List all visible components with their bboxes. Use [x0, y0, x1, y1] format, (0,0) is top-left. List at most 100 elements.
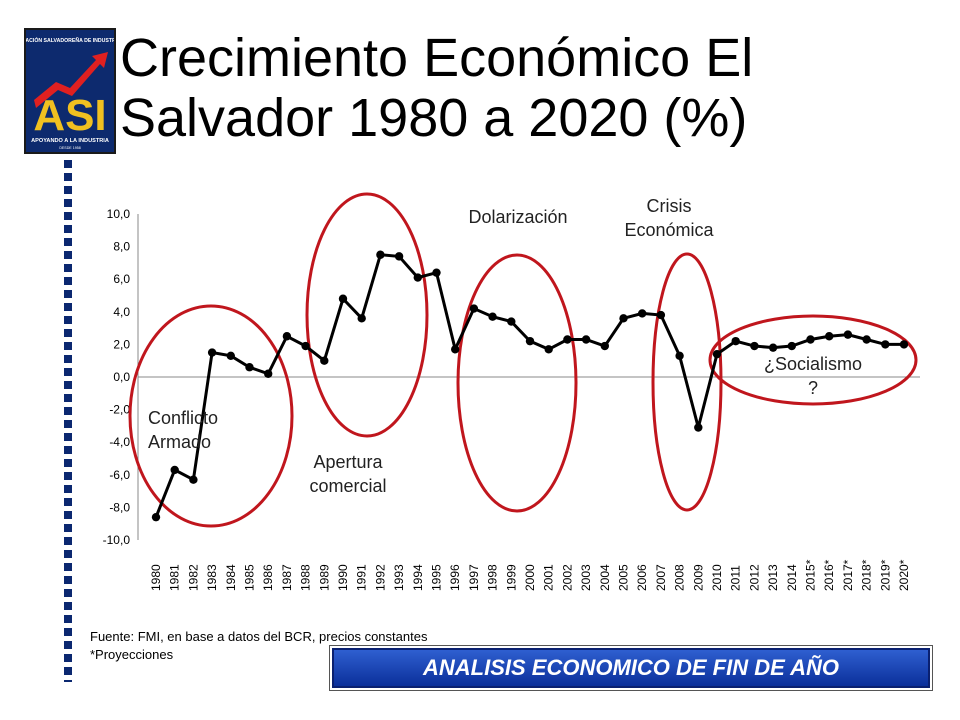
data-point — [226, 351, 235, 361]
x-tick-label: 2017* — [841, 559, 855, 591]
data-point — [394, 252, 404, 261]
y-tick-label: 10,0 — [107, 207, 131, 221]
x-tick-label: 1983 — [205, 564, 219, 591]
y-tick-label: 8,0 — [113, 240, 130, 254]
x-tick-label: 1980 — [149, 564, 163, 591]
x-tick-label: 1991 — [355, 564, 369, 591]
y-tick-label: -2,0 — [109, 403, 130, 417]
data-point — [712, 349, 722, 359]
x-tick-label: 2016* — [822, 559, 836, 591]
data-point — [282, 332, 292, 341]
annotation-line: comercial — [309, 476, 386, 496]
x-tick-label: 1993 — [392, 564, 406, 591]
x-tick-label: 2007 — [654, 564, 668, 591]
y-tick-label: -10,0 — [103, 533, 131, 547]
data-point — [432, 268, 441, 277]
asi-logo-graphic: ASOCIACIÓN SALVADOREÑA DE INDUSTRIALES A… — [26, 30, 114, 152]
logo-tagline: APOYANDO A LA INDUSTRIA — [31, 138, 109, 144]
x-tick-label: 2005 — [617, 564, 631, 591]
x-tick-label: 1996 — [448, 564, 462, 591]
x-tick-label: 2018* — [860, 559, 874, 591]
x-tick-label: 2014 — [785, 564, 799, 591]
data-point — [301, 341, 310, 351]
y-tick-label: -8,0 — [109, 500, 130, 514]
x-tick-label: 2015* — [804, 559, 818, 591]
data-point — [357, 314, 366, 323]
growth-series — [151, 250, 909, 522]
x-tick-label: 2001 — [542, 564, 556, 591]
annotation-ellipse — [305, 192, 429, 438]
data-point — [320, 356, 329, 365]
data-point — [338, 294, 348, 303]
data-point — [825, 332, 834, 341]
x-tick-label: 2003 — [579, 564, 593, 591]
annotation-line: Crisis — [647, 196, 692, 216]
data-point — [563, 335, 572, 344]
data-point — [768, 343, 778, 352]
y-tick-label: -6,0 — [109, 468, 130, 482]
data-point — [376, 250, 385, 259]
data-point — [675, 351, 684, 361]
data-point — [656, 310, 666, 320]
annotation-line: ? — [808, 378, 818, 398]
annotation-ellipse — [708, 314, 918, 406]
page-title: Crecimiento Económico El Salvador 1980 a… — [120, 28, 754, 148]
x-tick-label: 1998 — [486, 564, 500, 591]
x-tick-label: 2011 — [729, 565, 743, 591]
x-tick-label: 1999 — [504, 564, 518, 591]
x-tick-label: 2004 — [598, 564, 612, 591]
annotation-label: Conflicto Armado — [148, 408, 218, 452]
logo-org-text: ASOCIACIÓN SALVADOREÑA DE INDUSTRIALES — [26, 36, 114, 44]
data-point — [881, 340, 890, 349]
annotation-ellipse — [456, 253, 578, 513]
footnote: Fuente: FMI, en base a datos del BCR, pr… — [90, 628, 427, 664]
decorative-dotted-line — [64, 160, 72, 682]
data-point — [245, 363, 254, 372]
data-point — [544, 345, 553, 354]
x-tick-label: 1995 — [430, 564, 444, 591]
annotation-label: Apertura comercial — [309, 452, 386, 496]
x-tick-label: 1984 — [224, 564, 238, 591]
data-point — [787, 341, 796, 351]
x-tick-label: 1985 — [243, 564, 257, 591]
data-point — [264, 369, 273, 378]
x-tick-label: 2019* — [878, 559, 892, 591]
annotation-label: Crisis Económica — [624, 196, 714, 240]
y-tick-label: 6,0 — [113, 272, 130, 286]
data-point — [525, 336, 535, 346]
x-axis: 1980 1981 1982 1983 1984 1985 1986 1987 1988 1989… — [138, 376, 920, 591]
data-point — [638, 309, 647, 318]
y-tick-label: 4,0 — [113, 305, 130, 319]
data-point — [731, 336, 740, 346]
logo-acronym: ASI — [33, 91, 106, 140]
x-tick-label: 1992 — [373, 564, 387, 591]
data-point — [862, 335, 871, 344]
source-note: Fuente: FMI, en base a datos del BCR, pr… — [90, 629, 428, 644]
data-point — [469, 304, 479, 313]
annotation-line: Conflicto — [148, 408, 218, 428]
x-tick-label: 1988 — [299, 564, 313, 591]
x-tick-label: 1997 — [467, 564, 481, 591]
data-point — [507, 317, 516, 326]
annotation-line: Apertura — [313, 452, 383, 472]
data-point — [899, 340, 909, 349]
x-tick-label: 1986 — [261, 564, 275, 591]
x-tick-label: 2020* — [897, 559, 911, 591]
x-tick-label: 1994 — [411, 564, 425, 591]
annotation-ellipses — [128, 192, 918, 528]
data-point — [581, 335, 591, 344]
annotation-label: ¿Socialismo? — [764, 354, 862, 398]
annotation-line: ¿Socialismo — [764, 354, 862, 374]
annotation-label: Dolarización — [468, 207, 567, 227]
x-tick-label: 2009 — [691, 564, 705, 591]
section-banner: ANALISIS ECONOMICO DE FIN DE AÑO — [332, 648, 930, 688]
y-tick-label: 0,0 — [113, 370, 130, 384]
series-line — [154, 253, 904, 518]
data-point — [619, 314, 628, 323]
y-tick-label: 2,0 — [113, 337, 130, 351]
annotation-line: Armado — [148, 432, 211, 452]
x-tick-label: 2010 — [710, 564, 724, 591]
annotation-ellipse — [651, 252, 723, 512]
data-point — [806, 335, 815, 344]
x-tick-label: 2013 — [766, 564, 780, 591]
